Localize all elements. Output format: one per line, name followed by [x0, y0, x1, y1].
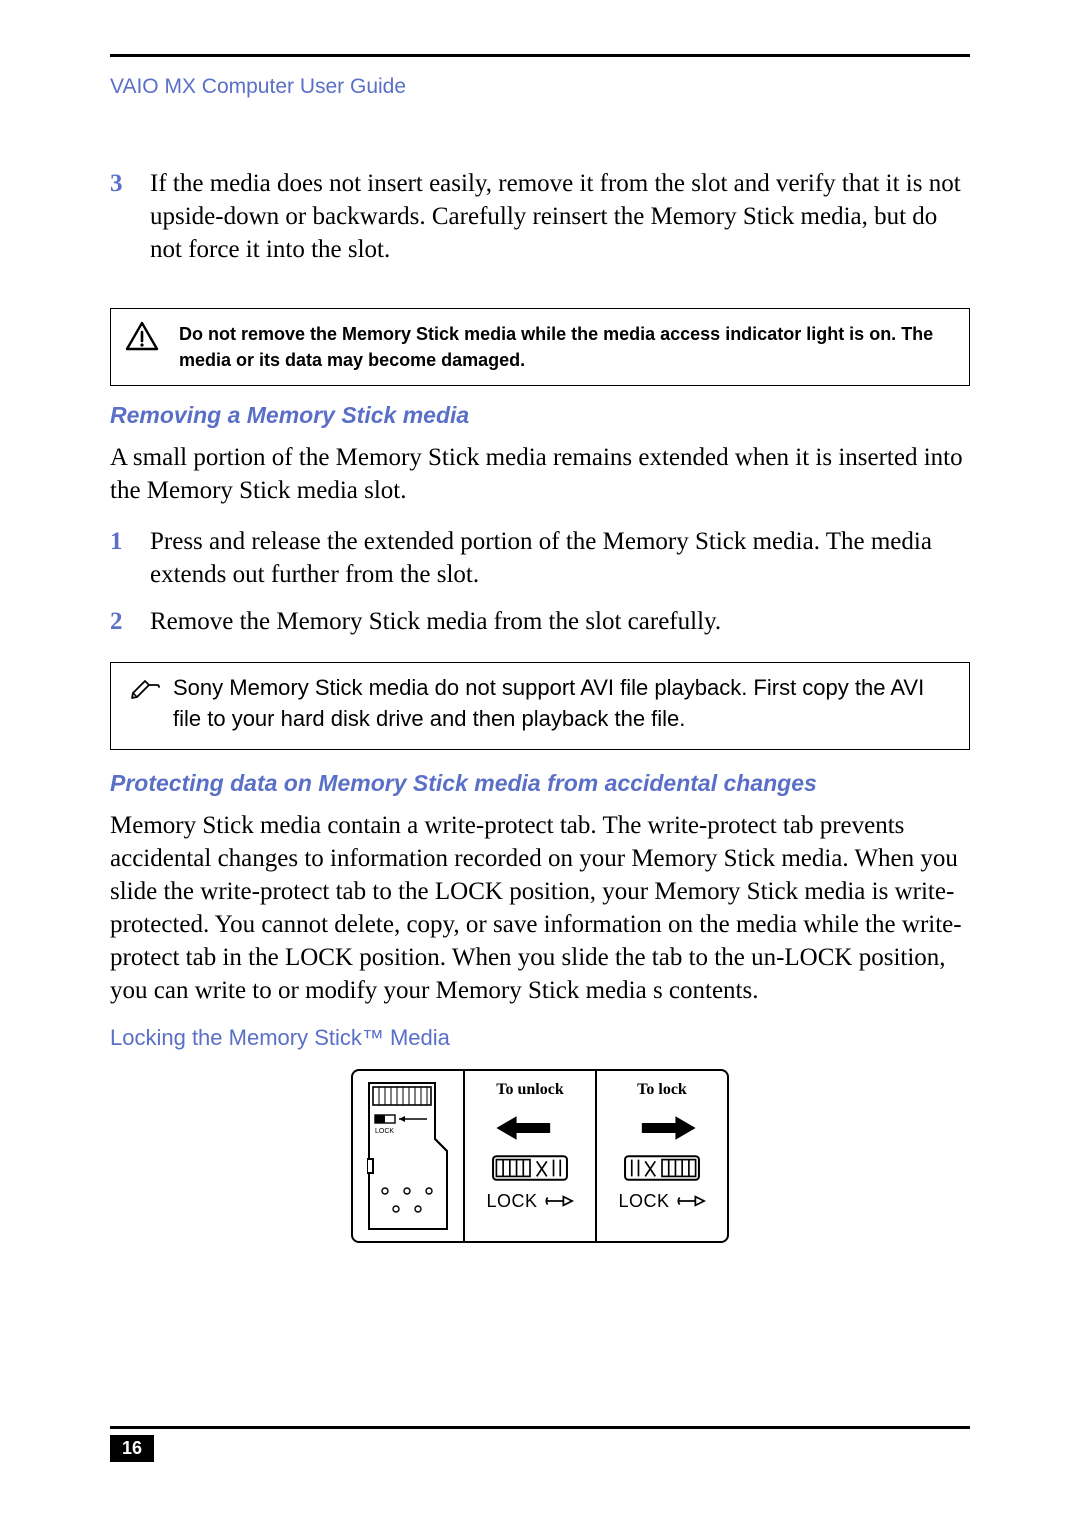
page: VAIO MX Computer User Guide 3 If the med…	[0, 0, 1080, 1516]
note-text: Sony Memory Stick media do not support A…	[173, 673, 949, 735]
figure-unlock-panel: To unlock LOC	[465, 1071, 595, 1241]
removing-step-1: 1 Press and release the extended portion…	[110, 525, 970, 591]
guide-title: VAIO MX Computer User Guide	[110, 75, 970, 99]
arrow-left-icon	[488, 1111, 572, 1145]
top-rule	[110, 54, 970, 57]
lock-word-text: LOCK	[486, 1191, 537, 1212]
note-box: Sony Memory Stick media do not support A…	[110, 662, 970, 750]
switch-unlock-icon	[488, 1151, 572, 1185]
section-heading-removing: Removing a Memory Stick media	[110, 402, 970, 429]
figure-lock-panel: To lock	[597, 1071, 727, 1241]
slide-arrow-icon	[544, 1194, 574, 1208]
warning-text: Do not remove the Memory Stick media whi…	[179, 321, 955, 373]
removing-step-2: 2 Remove the Memory Stick media from the…	[110, 605, 970, 638]
removing-intro: A small portion of the Memory Stick medi…	[110, 441, 970, 507]
figure-memory-stick-panel: LOCK	[353, 1071, 463, 1241]
step-3-text: If the media does not insert easily, rem…	[150, 167, 970, 266]
step-3-number: 3	[110, 167, 126, 266]
lock-word-text-2: LOCK	[618, 1191, 669, 1212]
removing-steps: 1 Press and release the extended portion…	[110, 525, 970, 638]
arrow-right-icon	[620, 1111, 704, 1145]
removing-step-1-text: Press and release the extended portion o…	[150, 525, 970, 591]
footer-rule	[110, 1426, 970, 1429]
step-3: 3 If the media does not insert easily, r…	[110, 167, 970, 266]
lock-figure: LOCK	[110, 1069, 970, 1243]
lock-figure-frame: LOCK	[351, 1069, 729, 1243]
removing-step-1-number: 1	[110, 525, 126, 591]
warning-box: Do not remove the Memory Stick media whi…	[110, 308, 970, 386]
lock-lock-word: LOCK	[618, 1191, 705, 1212]
page-number: 16	[110, 1435, 154, 1462]
unlock-label: To unlock	[496, 1081, 563, 1099]
removing-step-2-number: 2	[110, 605, 126, 638]
pencil-icon	[131, 677, 161, 704]
warning-icon	[125, 321, 159, 356]
slide-arrow-icon-2	[676, 1194, 706, 1208]
figure-caption: Locking the Memory Stick™ Media	[110, 1025, 970, 1051]
switch-lock-icon	[620, 1151, 704, 1185]
section-heading-protecting: Protecting data on Memory Stick media fr…	[110, 770, 970, 797]
svg-text:LOCK: LOCK	[375, 1128, 394, 1135]
removing-step-2-text: Remove the Memory Stick media from the s…	[150, 605, 970, 638]
protecting-body: Memory Stick media contain a write-prote…	[110, 809, 970, 1007]
unlock-lock-word: LOCK	[486, 1191, 573, 1212]
lock-label: To lock	[637, 1081, 687, 1099]
page-footer: 16	[110, 1426, 970, 1462]
